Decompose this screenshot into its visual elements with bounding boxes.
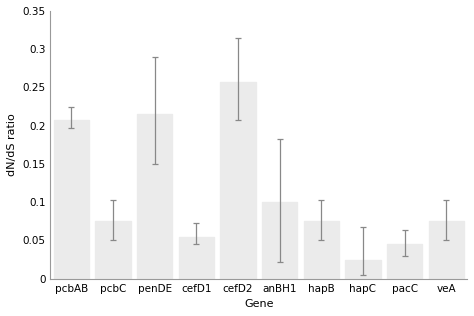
Bar	[95, 221, 131, 279]
Bar	[345, 259, 381, 279]
Y-axis label: dN/dS ratio: dN/dS ratio	[7, 113, 17, 176]
Bar	[428, 221, 464, 279]
Bar	[303, 221, 339, 279]
Bar	[220, 82, 255, 279]
Bar	[387, 244, 422, 279]
Bar	[179, 237, 214, 279]
Bar	[262, 202, 297, 279]
Bar	[137, 114, 173, 279]
Bar	[54, 120, 89, 279]
X-axis label: Gene: Gene	[244, 299, 273, 309]
